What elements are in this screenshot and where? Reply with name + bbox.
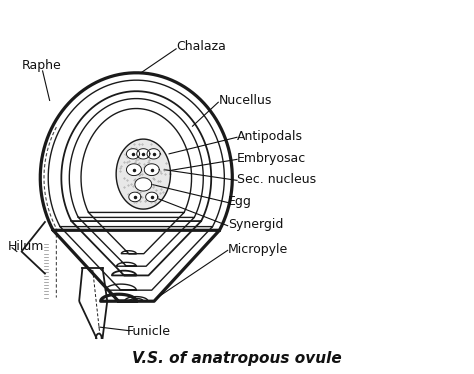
- Polygon shape: [116, 139, 171, 209]
- Text: Embryosac: Embryosac: [237, 152, 306, 165]
- Text: Micropyle: Micropyle: [228, 243, 288, 256]
- Polygon shape: [127, 164, 141, 175]
- Polygon shape: [147, 149, 160, 159]
- Polygon shape: [129, 192, 141, 202]
- Text: Raphe: Raphe: [21, 59, 61, 72]
- Text: Funicle: Funicle: [127, 325, 171, 338]
- Text: Nucellus: Nucellus: [218, 94, 272, 107]
- Text: V.S. of anatropous ovule: V.S. of anatropous ovule: [132, 351, 342, 366]
- Text: Sec. nucleus: Sec. nucleus: [237, 173, 316, 186]
- Polygon shape: [137, 149, 150, 159]
- Text: Synergid: Synergid: [228, 218, 283, 231]
- Text: Hilum: Hilum: [8, 240, 44, 253]
- Text: Antipodals: Antipodals: [237, 130, 303, 142]
- Polygon shape: [135, 178, 152, 191]
- Polygon shape: [127, 149, 139, 159]
- Text: Egg: Egg: [228, 195, 252, 208]
- Text: Chalaza: Chalaza: [176, 40, 226, 53]
- Polygon shape: [146, 192, 158, 202]
- Polygon shape: [144, 164, 159, 175]
